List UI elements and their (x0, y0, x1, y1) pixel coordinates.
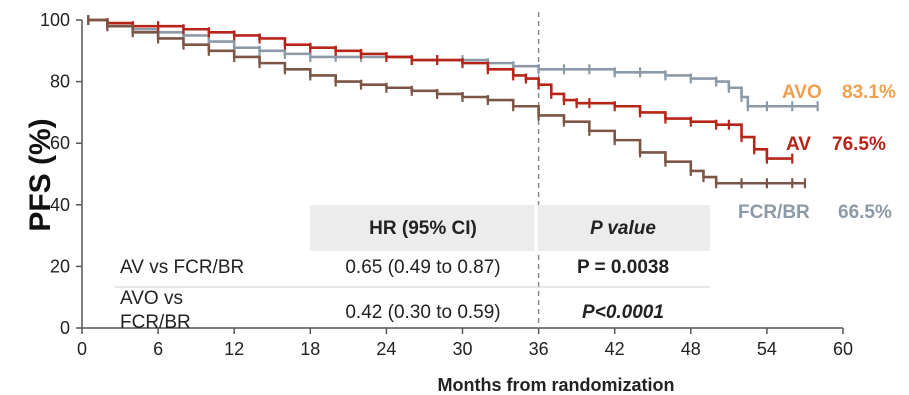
series-layer (87, 15, 819, 189)
table-header-p: P value (590, 218, 656, 239)
x-tick-label: 60 (833, 339, 853, 359)
table-row1-label: AV vs FCR/BR (120, 257, 244, 278)
y-tick-label: 100 (40, 10, 70, 30)
av-censor-marks (87, 15, 794, 164)
table-row2-label-line2: FCR/BR (120, 312, 191, 333)
x-tick-label: 36 (529, 339, 549, 359)
y-tick-label: 60 (50, 133, 70, 153)
x-tick-label: 48 (681, 339, 701, 359)
y-axis-title: PFS (%) (24, 118, 57, 231)
x-tick-label: 30 (452, 339, 472, 359)
x-tick-label: 6 (153, 339, 163, 359)
table-row1-p: P = 0.0038 (577, 257, 669, 278)
avo-series-line (88, 18, 818, 108)
fcrbr-end-label: FCR/BR (738, 202, 810, 223)
x-ticks: 0 6 12 18 24 30 36 42 48 54 60 (77, 328, 853, 359)
y-ticks: 0 20 40 60 80 100 (40, 10, 82, 338)
av-end-value: 76.5% (832, 134, 886, 155)
avo-end-value: 83.1% (842, 82, 896, 103)
y-tick-label: 20 (50, 256, 70, 276)
y-tick-label: 80 (50, 72, 70, 92)
av-series-line (88, 18, 793, 160)
table-row2-label-line1: AVO vs (120, 288, 183, 309)
x-tick-label: 12 (224, 339, 244, 359)
fcr-br-censor-marks (87, 15, 807, 189)
avo-end-label: AVO (782, 82, 822, 103)
fcrbr-end-value: 66.5% (838, 202, 892, 223)
y-tick-label: 0 (60, 318, 70, 338)
table-row2-hr: 0.42 (0.30 to 0.59) (345, 302, 500, 323)
x-axis-title: Months from randomization (438, 375, 675, 395)
av-end-label: AV (786, 134, 811, 155)
table-header-hr: HR (95% CI) (369, 218, 477, 239)
x-tick-label: 0 (77, 339, 87, 359)
table-row1-hr: 0.65 (0.49 to 0.87) (345, 257, 500, 278)
table-row2-p: P<0.0001 (582, 302, 664, 323)
x-tick-label: 42 (605, 339, 625, 359)
table-header-bg (310, 205, 710, 251)
x-tick-label: 24 (376, 339, 396, 359)
x-tick-label: 54 (757, 339, 777, 359)
y-tick-label: 40 (50, 195, 70, 215)
fcr-br-series-line (88, 18, 805, 185)
x-tick-label: 18 (300, 339, 320, 359)
